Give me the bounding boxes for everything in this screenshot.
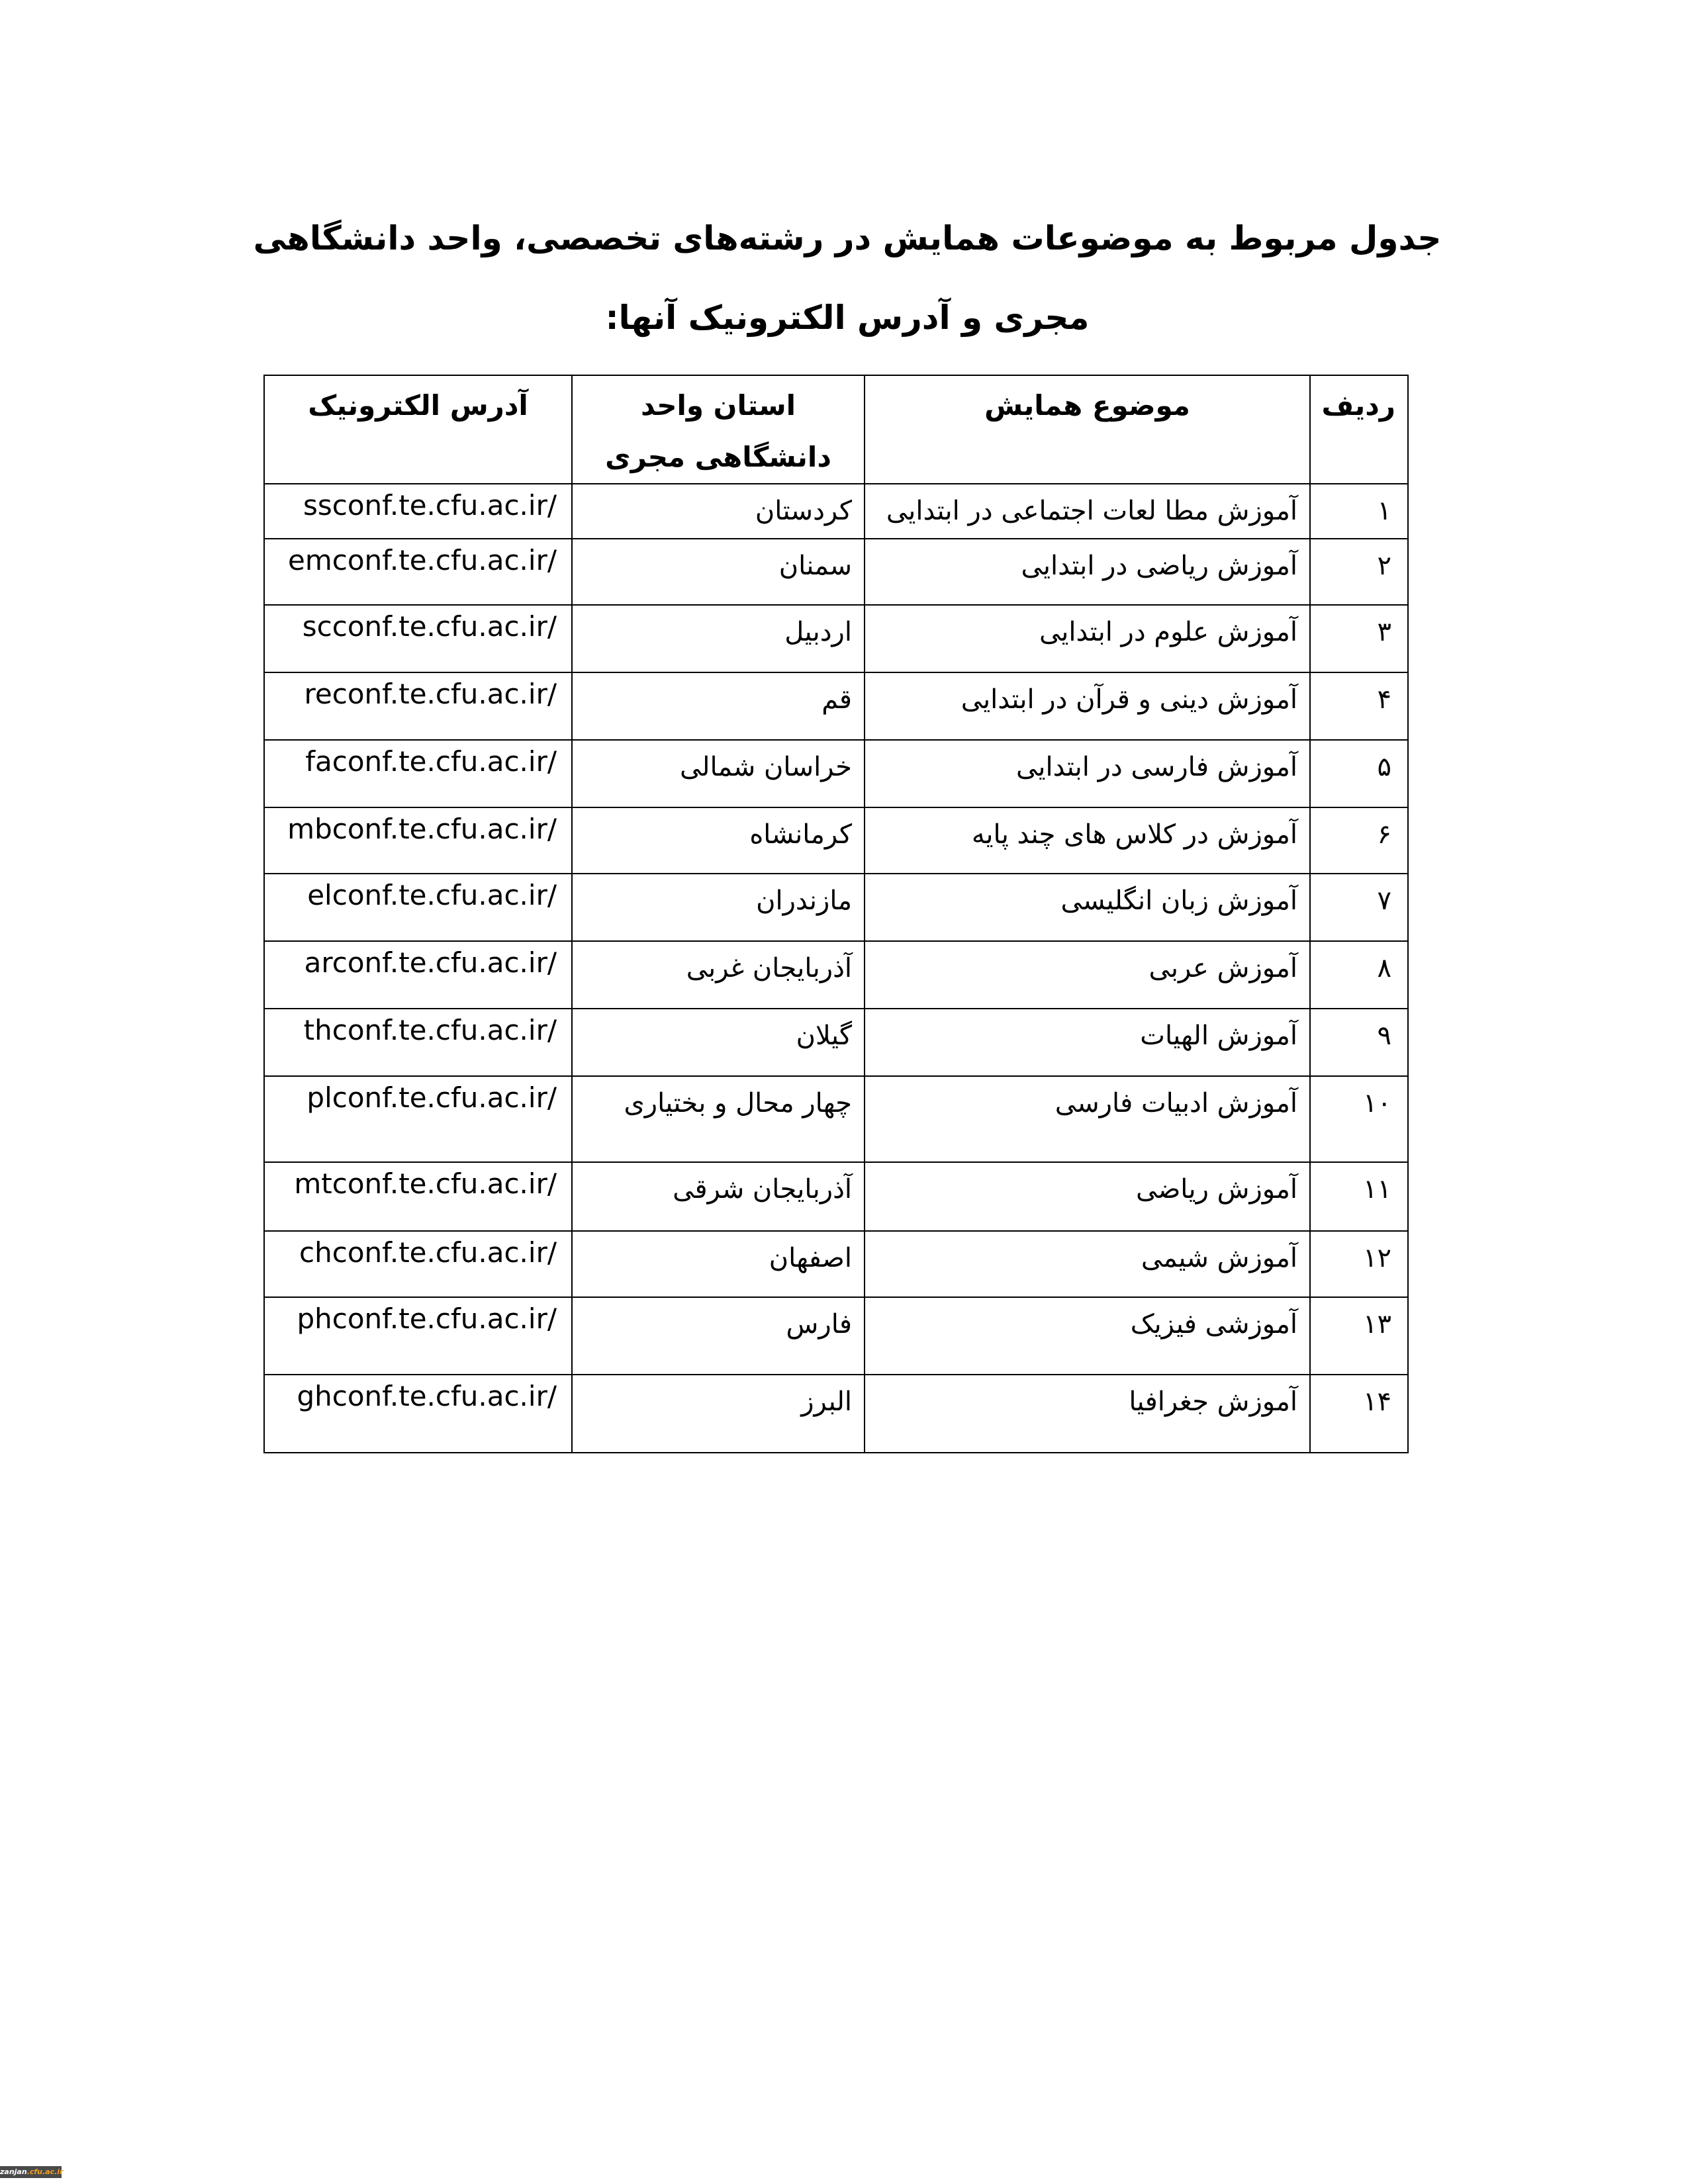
header-topic: موضوع همایش bbox=[864, 375, 1311, 484]
url-cell: mbconf.te.cfu.ac.ir/ bbox=[263, 807, 573, 874]
url-cell: faconf.te.cfu.ac.ir/ bbox=[263, 739, 573, 808]
table-row: ۱۲ آموزش شیمی اصفهان chconf.te.cfu.ac.ir/ bbox=[263, 1230, 1409, 1298]
topic-cell: آموزشی فیزیک bbox=[864, 1297, 1311, 1375]
table-row: ۳ آموزش علوم در ابتدایی اردبیل scconf.te.cf… bbox=[263, 604, 1409, 673]
province-cell: چهار محال و بختیاری bbox=[571, 1075, 865, 1163]
url-cell: ghconf.te.cfu.ac.ir/ bbox=[263, 1374, 573, 1453]
row-number: ۴ bbox=[1309, 672, 1409, 741]
table-row: ۱۰ آموزش ادبیات فارسی چهار محال و بختیاری p… bbox=[263, 1075, 1409, 1163]
table-row: ۱۴ آموزش جغرافیا البرز ghconf.te.cfu.ac.ir/ bbox=[263, 1374, 1409, 1453]
url-cell: ssconf.te.cfu.ac.ir/ bbox=[263, 483, 573, 539]
row-number: ۱۳ bbox=[1309, 1297, 1409, 1375]
url-cell: elconf.te.cfu.ac.ir/ bbox=[263, 873, 573, 942]
conference-table: ردیف موضوع همایش استان واحد دانشگاهی مجر… bbox=[263, 375, 1409, 1453]
url-cell: scconf.te.cfu.ac.ir/ bbox=[263, 604, 573, 673]
url-cell: chconf.te.cfu.ac.ir/ bbox=[263, 1230, 573, 1298]
province-cell: البرز bbox=[571, 1374, 865, 1453]
table-row: ۴ آموزش دینی و قرآن در ابتدایی قم reconf.te… bbox=[263, 672, 1409, 741]
topic-cell: آموزش ادبیات فارسی bbox=[864, 1075, 1311, 1163]
row-number: ۸ bbox=[1309, 940, 1409, 1009]
url-cell: emconf.te.cfu.ac.ir/ bbox=[263, 538, 573, 606]
url-cell: reconf.te.cfu.ac.ir/ bbox=[263, 672, 573, 741]
topic-cell: آموزش در کلاس های چند پایه bbox=[864, 807, 1311, 874]
topic-cell: آموزش زبان انگلیسی bbox=[864, 873, 1311, 942]
watermark-logo: zanjan.cfu.ac.ir bbox=[0, 2166, 64, 2178]
topic-cell: آموزش ریاضی bbox=[864, 1161, 1311, 1232]
row-number: ۳ bbox=[1309, 604, 1409, 673]
table-row: ۲ آموزش ریاضی در ابتدایی سمنان emconf.te.cf… bbox=[263, 538, 1409, 606]
url-cell: arconf.te.cfu.ac.ir/ bbox=[263, 940, 573, 1009]
row-number: ۱۲ bbox=[1309, 1230, 1409, 1298]
url-cell: mtconf.te.cfu.ac.ir/ bbox=[263, 1161, 573, 1232]
province-cell: آذربایجان غربی bbox=[571, 940, 865, 1009]
province-cell: قم bbox=[571, 672, 865, 741]
table-row: ۶ آموزش در کلاس های چند پایه کرمانشاه mbcon… bbox=[263, 807, 1409, 874]
header-row: ردیف موضوع همایش استان واحد دانشگاهی مجر… bbox=[263, 375, 1409, 484]
province-cell: گیلان bbox=[571, 1008, 865, 1077]
province-cell: سمنان bbox=[571, 538, 865, 606]
row-number: ۱۱ bbox=[1309, 1161, 1409, 1232]
topic-cell: آموزش دینی و قرآن در ابتدایی bbox=[864, 672, 1311, 741]
document-title: جدول مربوط به موضوعات همایش در رشته‌های … bbox=[253, 219, 1442, 337]
row-number: ۹ bbox=[1309, 1008, 1409, 1077]
table-row: ۷ آموزش زبان انگلیسی مازندران elconf.te.cfu… bbox=[263, 873, 1409, 942]
table-row: ۱۱ آموزش ریاضی آذربایجان شرقی mtconf.te.cfu… bbox=[263, 1161, 1409, 1232]
table-row: ۱ آموزش مطا لعات اجتماعی در ابتدایی کردستا… bbox=[263, 483, 1409, 539]
province-cell: کردستان bbox=[571, 483, 865, 539]
row-number: ۱ bbox=[1309, 483, 1409, 539]
row-number: ۱۰ bbox=[1309, 1075, 1409, 1163]
table-row: ۸ آموزش عربی آذربایجان غربی arconf.te.cfu.a… bbox=[263, 940, 1409, 1009]
topic-cell: آموزش جغرافیا bbox=[864, 1374, 1311, 1453]
row-number: ۷ bbox=[1309, 873, 1409, 942]
province-cell: خراسان شمالی bbox=[571, 739, 865, 808]
province-cell: کرمانشاه bbox=[571, 807, 865, 874]
row-number: ۱۴ bbox=[1309, 1374, 1409, 1453]
url-cell: plconf.te.cfu.ac.ir/ bbox=[263, 1075, 573, 1163]
url-cell: phconf.te.cfu.ac.ir/ bbox=[263, 1297, 573, 1375]
header-row-number: ردیف bbox=[1309, 375, 1409, 484]
province-cell: مازندران bbox=[571, 873, 865, 942]
table-row: ۹ آموزش الهیات گیلان thconf.te.cfu.ac.ir/ bbox=[263, 1008, 1409, 1077]
topic-cell: آموزش علوم در ابتدایی bbox=[864, 604, 1311, 673]
table-row: ۵ آموزش فارسی در ابتدایی خراسان شمالی facon… bbox=[263, 739, 1409, 808]
row-number: ۶ bbox=[1309, 807, 1409, 874]
row-number: ۲ bbox=[1309, 538, 1409, 606]
topic-cell: آموزش الهیات bbox=[864, 1008, 1311, 1077]
row-number: ۵ bbox=[1309, 739, 1409, 808]
province-cell: اردبیل bbox=[571, 604, 865, 673]
topic-cell: آموزش فارسی در ابتدایی bbox=[864, 739, 1311, 808]
province-cell: فارس bbox=[571, 1297, 865, 1375]
url-cell: thconf.te.cfu.ac.ir/ bbox=[263, 1008, 573, 1077]
header-province: استان واحد دانشگاهی مجری bbox=[571, 375, 865, 484]
topic-cell: آموزش مطا لعات اجتماعی در ابتدایی bbox=[864, 483, 1311, 539]
table-row: ۱۳ آموزشی فیزیک فارس phconf.te.cfu.ac.ir/ bbox=[263, 1297, 1409, 1375]
header-url: آدرس الکترونیک bbox=[263, 375, 573, 484]
province-cell: اصفهان bbox=[571, 1230, 865, 1298]
topic-cell: آموزش عربی bbox=[864, 940, 1311, 1009]
province-cell: آذربایجان شرقی bbox=[571, 1161, 865, 1232]
topic-cell: آموزش شیمی bbox=[864, 1230, 1311, 1298]
topic-cell: آموزش ریاضی در ابتدایی bbox=[864, 538, 1311, 606]
